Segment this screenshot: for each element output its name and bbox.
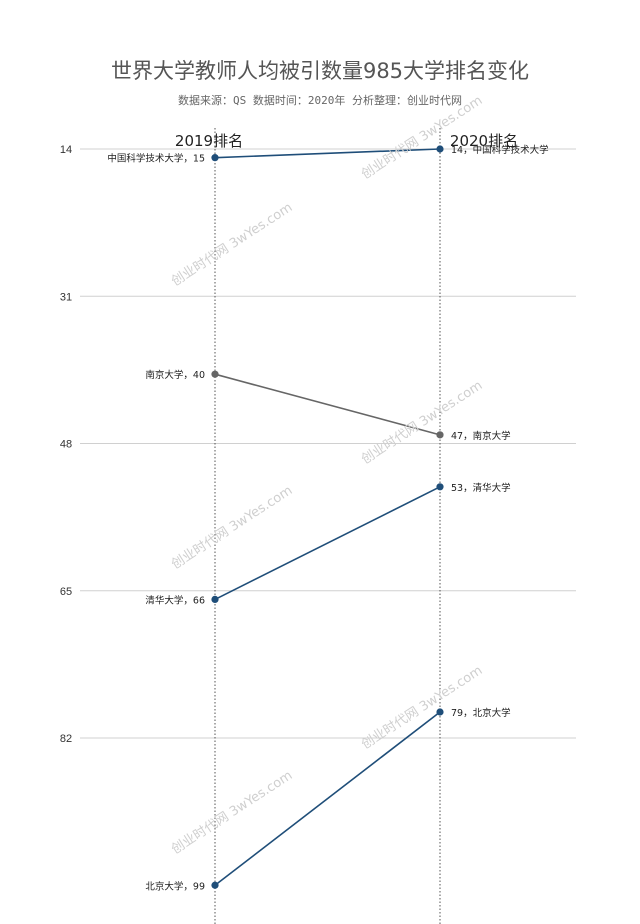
data-label-2020: 47，南京大学: [451, 430, 511, 442]
data-label-2020: 79，北京大学: [451, 707, 511, 719]
column-header-2020: 2020排名: [450, 132, 518, 150]
data-label-2019: 中国科学技术大学，15: [107, 153, 205, 165]
point-2019: [211, 154, 219, 162]
series-line: [214, 373, 441, 436]
data-label-2020: 14，中国科学技术大学: [451, 144, 549, 156]
chart-title: 世界大学教师人均被引数量985大学排名变化: [110, 59, 530, 83]
y-tick-label: 48: [60, 439, 72, 451]
point-2020: [436, 708, 444, 716]
series-line: [214, 148, 441, 159]
y-tick-label: 82: [60, 733, 72, 745]
chart-subtitle: 数据来源：QS 数据时间：2020年 分析整理：创业时代网: [178, 94, 462, 107]
point-2019: [211, 881, 219, 889]
column-header-2019: 2019排名: [175, 132, 243, 150]
data-label-2019: 清华大学，66: [145, 594, 205, 606]
point-2020: [436, 145, 444, 153]
point-2020: [436, 431, 444, 439]
y-tick-label: 31: [60, 291, 72, 303]
data-label-2019: 北京大学，99: [145, 880, 205, 892]
y-tick-label: 65: [60, 586, 72, 598]
data-label-2019: 南京大学，40: [145, 369, 205, 381]
series-line: [214, 486, 441, 601]
y-tick-label: 14: [60, 144, 72, 156]
point-2019: [211, 370, 219, 378]
data-label-2020: 53，清华大学: [451, 482, 511, 494]
point-2020: [436, 483, 444, 491]
point-2019: [211, 595, 219, 604]
series-line: [214, 711, 441, 886]
